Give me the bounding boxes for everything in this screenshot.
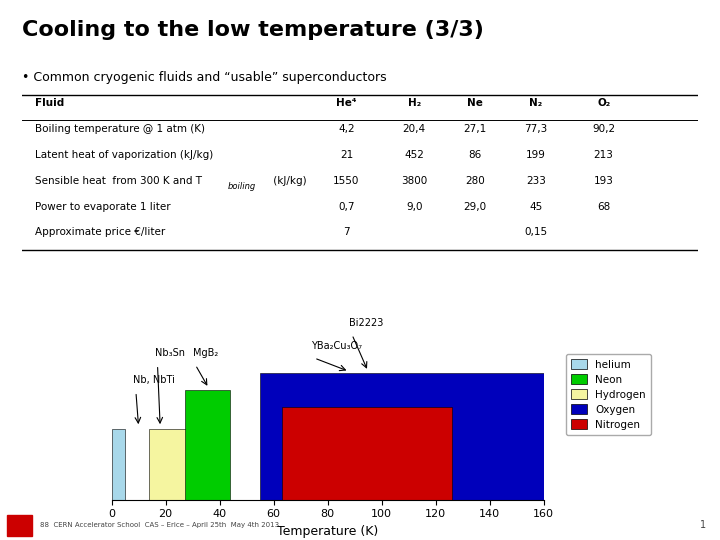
Text: 29,0: 29,0 xyxy=(464,201,487,212)
Bar xyxy=(260,373,544,500)
Text: 7: 7 xyxy=(343,227,350,238)
Text: Nb₃Sn: Nb₃Sn xyxy=(155,348,185,358)
X-axis label: Temperature (K): Temperature (K) xyxy=(277,525,378,538)
Text: Boiling temperature @ 1 atm (K): Boiling temperature @ 1 atm (K) xyxy=(35,124,205,134)
Bar xyxy=(184,390,230,500)
Text: boiling: boiling xyxy=(228,182,256,191)
Text: 4,2: 4,2 xyxy=(338,124,355,134)
Text: N₂: N₂ xyxy=(529,98,543,108)
Text: 68: 68 xyxy=(597,201,611,212)
Text: 88  CERN Accelerator School  CAS – Erice – April 25th  May 4th 2013: 88 CERN Accelerator School CAS – Erice –… xyxy=(40,522,279,528)
Text: 27,1: 27,1 xyxy=(464,124,487,134)
Text: Approximate price €/liter: Approximate price €/liter xyxy=(35,227,166,238)
Text: Ne: Ne xyxy=(467,98,483,108)
Text: 45: 45 xyxy=(529,201,543,212)
Bar xyxy=(7,515,32,536)
Text: 77,3: 77,3 xyxy=(524,124,548,134)
Legend: helium, Neon, Hydrogen, Oxygen, Nitrogen: helium, Neon, Hydrogen, Oxygen, Nitrogen xyxy=(566,354,651,435)
Text: He⁴: He⁴ xyxy=(336,98,356,108)
Text: Power to evaporate 1 liter: Power to evaporate 1 liter xyxy=(35,201,171,212)
Text: 3800: 3800 xyxy=(401,176,427,186)
Bar xyxy=(112,429,125,500)
Text: 21: 21 xyxy=(340,150,353,160)
Text: O₂: O₂ xyxy=(597,98,611,108)
Text: 452: 452 xyxy=(404,150,424,160)
Text: 1550: 1550 xyxy=(333,176,360,186)
Text: (kJ/kg): (kJ/kg) xyxy=(270,176,307,186)
Text: 0,15: 0,15 xyxy=(524,227,547,238)
Text: Sensible heat  from 300 K and T: Sensible heat from 300 K and T xyxy=(35,176,202,186)
Text: Nb, NbTi: Nb, NbTi xyxy=(133,375,175,385)
Text: 20,4: 20,4 xyxy=(402,124,426,134)
Text: Bi2223: Bi2223 xyxy=(349,318,384,328)
Bar xyxy=(282,407,452,500)
Text: 280: 280 xyxy=(465,176,485,186)
Text: MgB₂: MgB₂ xyxy=(193,348,218,358)
Text: 213: 213 xyxy=(594,150,613,160)
Text: 9,0: 9,0 xyxy=(406,201,423,212)
Text: 1: 1 xyxy=(699,520,706,530)
Text: 233: 233 xyxy=(526,176,546,186)
Text: 199: 199 xyxy=(526,150,546,160)
Text: Latent heat of vaporization (kJ/kg): Latent heat of vaporization (kJ/kg) xyxy=(35,150,213,160)
Text: Fluid: Fluid xyxy=(35,98,64,108)
Text: 0,7: 0,7 xyxy=(338,201,355,212)
Text: H₂: H₂ xyxy=(408,98,420,108)
Text: 86: 86 xyxy=(469,150,482,160)
Text: 90,2: 90,2 xyxy=(592,124,615,134)
Bar xyxy=(150,429,201,500)
Text: • Common cryogenic fluids and “usable” superconductors: • Common cryogenic fluids and “usable” s… xyxy=(22,71,386,84)
Text: Cooling to the low temperature (3/3): Cooling to the low temperature (3/3) xyxy=(22,20,483,40)
Text: YBa₂Cu₃O₇: YBa₂Cu₃O₇ xyxy=(311,341,362,351)
Text: 193: 193 xyxy=(594,176,613,186)
